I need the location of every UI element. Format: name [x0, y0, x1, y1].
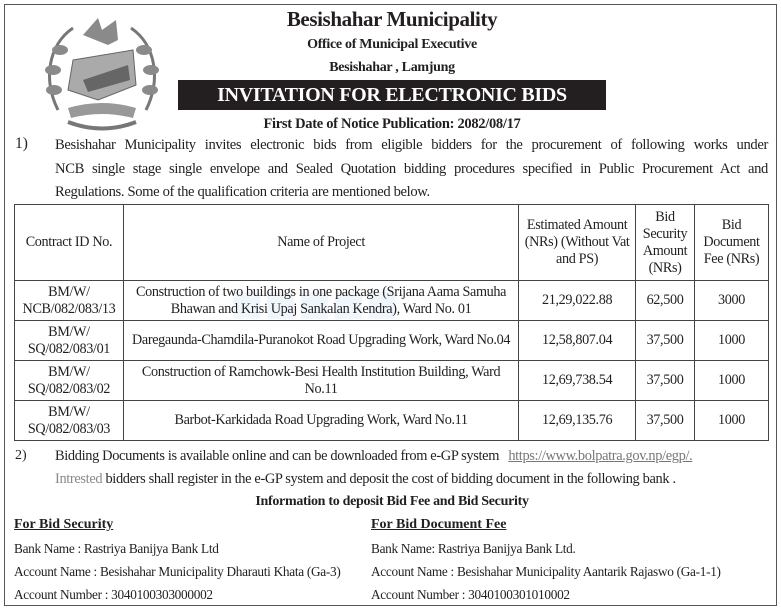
project-name: Construction of two buildings in one pac…: [122, 280, 520, 321]
estimated-amount: 12,69,135.76: [518, 400, 637, 441]
document-fee: 1000: [694, 360, 769, 401]
contract-id: BM/W/ NCB/082/083/13: [14, 280, 124, 321]
table-header-row: Contract ID No. Name of Project Estimate…: [14, 204, 769, 281]
estimated-amount: 21,29,022.88: [518, 280, 637, 321]
table-row: BM/W/ SQ/082/083/02 Construction of Ramc…: [14, 360, 769, 401]
bid-security-bank: Bank Name : Rastriya Banijya Bank Ltd: [14, 541, 219, 556]
bids-table: Contract ID No. Name of Project Estimate…: [14, 204, 769, 441]
bid-security-title: For Bid Security: [14, 517, 114, 532]
bid-security: 37,500: [635, 400, 696, 441]
project-name: Barbot-Karkidada Road Upgrading Work, Wa…: [122, 400, 520, 441]
office-location: Besishahar , Lamjung: [329, 60, 455, 75]
government-emblem-logo: [45, 18, 159, 131]
bid-security: 37,500: [635, 360, 696, 401]
estimated-amount: 12,58,807.04: [518, 320, 637, 361]
contract-id: BM/W/ SQ/082/083/02: [14, 360, 124, 401]
document-fee-bank: Bank Name: Rastriya Banijya Bank Ltd.: [371, 541, 576, 556]
document-fee-title: For Bid Document Fee: [371, 517, 507, 532]
notice-banner: INVITATION FOR ELECTRONIC BIDS: [178, 80, 606, 110]
table-row: BM/W/ SQ/082/083/01 Daregaunda-Chamdila-…: [14, 320, 769, 361]
document-fee-account-number: Account Number : 3040100301010002: [371, 587, 570, 602]
section-1-number: 1): [15, 135, 28, 152]
col-header-estimate: Estimated Amount (NRs) (Without Vat and …: [518, 204, 637, 281]
contract-id: BM/W/ SQ/082/083/01: [14, 320, 124, 361]
bid-security: 62,500: [635, 280, 696, 321]
section-2-text: bidders shall register in the e-GP syste…: [105, 471, 676, 487]
contract-id: BM/W/ SQ/082/083/03: [14, 400, 124, 441]
section-2-grey-word: Intrested: [55, 471, 103, 487]
estimated-amount: 12,69,738.54: [518, 360, 637, 401]
table-row: BM/W/ NCB/082/083/13 Construction of two…: [14, 280, 769, 321]
project-name: Construction of Ramchowk-Besi Health Ins…: [122, 360, 520, 401]
table-row: BM/W/ SQ/082/083/03 Barbot-Karkidada Roa…: [14, 400, 769, 441]
document-fee: 3000: [694, 280, 769, 321]
section-2-text: Bidding Documents is available online an…: [55, 448, 500, 464]
notice-date: First Date of Notice Publication: 2082/0…: [263, 116, 521, 132]
bid-security-account-number: Account Number : 3040100303000002: [14, 587, 213, 602]
col-header-contract-id: Contract ID No.: [14, 204, 124, 281]
section-1-line: Besishahar Municipality invites electron…: [55, 137, 768, 153]
section-1-line: NCB single stage single envelope and Sea…: [55, 161, 768, 177]
section-1-line: Regulations. Some of the qualification c…: [55, 184, 430, 200]
deposit-heading: Information to deposit Bid Fee and Bid S…: [255, 494, 529, 509]
section-2-line-1: Bidding Documents is available online an…: [55, 448, 768, 465]
organization-name: Besishahar Municipality: [286, 7, 498, 31]
col-header-fee: Bid Document Fee (NRs): [694, 204, 769, 281]
egp-link[interactable]: https://www.bolpatra.gov.np/egp/.: [508, 448, 693, 464]
col-header-security: Bid Security Amount (NRs): [635, 204, 696, 281]
notice-frame: [4, 4, 777, 606]
col-header-project: Name of Project: [122, 204, 520, 281]
document-fee: 1000: [694, 320, 769, 361]
office-name: Office of Municipal Executive: [307, 37, 477, 52]
section-2-line-2: Intrested bidders shall register in the …: [55, 471, 676, 488]
document-fee-account-name: Account Name : Besishahar Municipality A…: [371, 564, 721, 579]
bid-security-account-name: Account Name : Besishahar Municipality D…: [14, 564, 341, 579]
document-fee: 1000: [694, 400, 769, 441]
section-2-number: 2): [15, 448, 27, 463]
project-name: Daregaunda-Chamdila-Puranokot Road Upgra…: [122, 320, 520, 361]
bid-security: 37,500: [635, 320, 696, 361]
